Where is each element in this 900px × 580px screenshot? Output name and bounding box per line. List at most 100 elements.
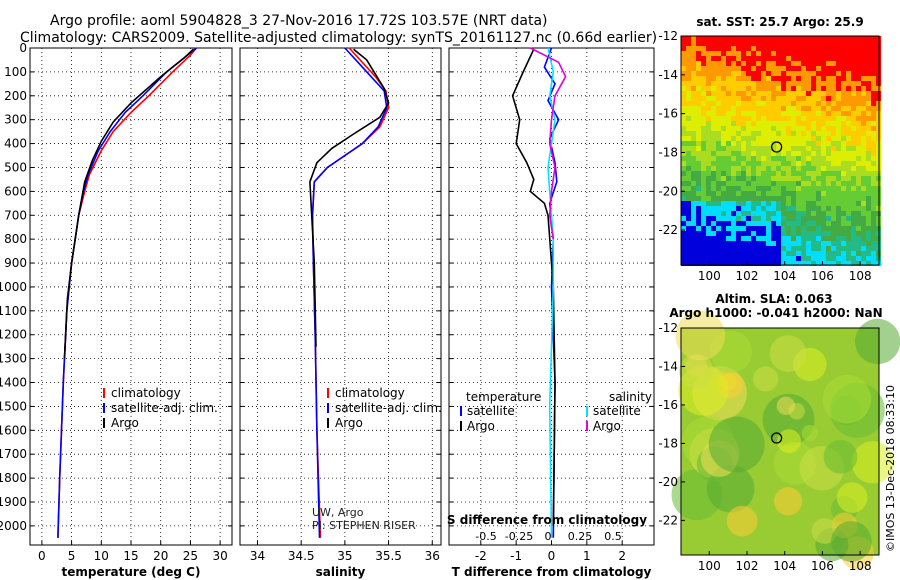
legend-label: satellite: [467, 404, 515, 418]
legend-label: satellite-adj. clim.: [111, 401, 218, 415]
imos-credit: ©IMOS 13-Dec-2018 08:33:10: [884, 385, 897, 552]
map-x-tick-label: 106: [811, 269, 834, 283]
argo-position-marker: [770, 141, 783, 153]
y-tick-label: 800: [4, 232, 27, 246]
legend-title-salinity: salinity: [609, 390, 652, 404]
y-tick-label: 900: [4, 256, 27, 270]
y-tick-label: 1600: [0, 423, 27, 437]
sla-map-subtitle: Argo h1000: -0.041 h2000: NaN: [669, 306, 882, 320]
argo-position-marker: [770, 432, 783, 444]
legend-label: Argo: [467, 419, 495, 433]
x-tick-label: -2: [475, 549, 487, 563]
x-tick-label: 25: [183, 549, 198, 563]
map-x-tick-label: 102: [736, 269, 759, 283]
legend-label: Argo: [111, 416, 139, 430]
x-tick-label: 34: [250, 549, 265, 563]
figure-title-line1: Argo profile: aoml 5904828_3 27-Nov-2016…: [50, 13, 548, 29]
secondary-x-tick-label: 0.25: [568, 530, 593, 543]
legend-label: Argo: [335, 416, 363, 430]
map-y-tick-label: -18: [658, 436, 678, 450]
legend-label: Argo: [593, 419, 621, 433]
x-tick-label: 35.5: [375, 549, 402, 563]
x-tick-label: 30: [212, 549, 227, 563]
sst-map-title: sat. SST: 25.7 Argo: 25.9: [696, 15, 863, 29]
map-x-tick-label: 104: [773, 269, 796, 283]
x-axis-label: T difference from climatology: [452, 565, 652, 579]
x-tick-label: 0: [38, 549, 46, 563]
map-frame: [680, 35, 880, 266]
x-tick-label: 34.5: [288, 549, 315, 563]
panel-frame: [239, 47, 442, 546]
y-tick-label: 600: [4, 184, 27, 198]
x-tick-label: 5: [68, 549, 76, 563]
secondary-x-axis-label: S difference from climatology: [447, 513, 647, 527]
map-y-tick-label: -16: [658, 107, 678, 121]
map-frame: [680, 327, 880, 556]
series-line-argo: [63, 48, 194, 359]
y-tick-label: 1000: [0, 280, 27, 294]
x-tick-label: 10: [94, 549, 109, 563]
x-tick-label: 20: [153, 549, 168, 563]
y-tick-label: 0: [19, 41, 27, 55]
map-x-tick-label: 108: [849, 269, 872, 283]
x-tick-label: 0: [548, 549, 556, 563]
figure-title-line2: Climatology: CARS2009. Satellite-adjuste…: [20, 30, 658, 46]
map-y-tick-label: -14: [658, 359, 678, 373]
legend-label: climatology: [111, 386, 181, 400]
map-x-tick-label: 108: [849, 559, 872, 573]
map-x-tick-label: 102: [736, 559, 759, 573]
x-tick-label: 1: [583, 549, 591, 563]
pi-annotation: UW, Argo: [312, 506, 364, 519]
legend-title-temperature: temperature: [466, 390, 541, 404]
sla-map: 100 102 104 106 108 -12 -14 -16 -18 -20 -22: [658, 310, 900, 573]
map-y-tick-label: -22: [658, 223, 678, 237]
legend-label: satellite: [593, 404, 641, 418]
y-tick-label: 100: [4, 65, 27, 79]
x-axis-label: temperature (deg C): [62, 565, 201, 579]
series-line-s-argo: [529, 47, 567, 240]
y-tick-label: 200: [4, 89, 27, 103]
y-tick-label: 1400: [0, 376, 27, 390]
secondary-x-tick-label: -0.25: [505, 530, 533, 543]
secondary-x-tick-label: -0.5: [475, 530, 496, 543]
series-line-s-satellite: [547, 47, 556, 538]
map-y-tick-label: -12: [658, 29, 678, 43]
legend-label: climatology: [335, 386, 405, 400]
y-tick-label: 400: [4, 137, 27, 151]
x-tick-label: -1: [510, 549, 522, 563]
y-tick-label: 1500: [0, 399, 27, 413]
x-tick-label: 36: [425, 549, 440, 563]
map-y-tick-label: -14: [658, 68, 678, 82]
y-tick-label: 2000: [0, 519, 27, 533]
y-tick-label: 1900: [0, 495, 27, 509]
x-axis-label: salinity: [316, 565, 366, 579]
series-line-t-satellite: [543, 47, 560, 538]
map-y-tick-label: -20: [658, 184, 678, 198]
y-tick-label: 1800: [0, 471, 27, 485]
map-y-tick-label: -20: [658, 475, 678, 489]
sst-map: 100 102 104 106 108 -12 -14 -16 -18 -20 -22: [658, 29, 881, 283]
map-x-tick-label: 100: [698, 559, 721, 573]
y-tick-label: 700: [4, 208, 27, 222]
map-x-tick-label: 100: [698, 269, 721, 283]
map-y-tick-label: -12: [658, 321, 678, 335]
series-line-argo: [309, 48, 390, 347]
y-tick-label: 1300: [0, 352, 27, 366]
map-x-tick-label: 106: [811, 559, 834, 573]
pi-annotation: PI: STEPHEN RISER: [312, 519, 416, 532]
map-y-tick-label: -22: [658, 513, 678, 527]
profile-panel-1: 0 5 10 15 20 25 30 temperature (deg C): [29, 47, 233, 579]
y-tick-label: 500: [4, 160, 27, 174]
legend-label: satellite-adj. clim.: [335, 401, 442, 415]
x-tick-label: 2: [618, 549, 626, 563]
y-tick-label: 300: [4, 113, 27, 127]
secondary-x-tick-label: 0.5: [604, 530, 622, 543]
y-tick-label: 1200: [0, 328, 27, 342]
profile-panel-2: 34 34.5 35 35.5 36 salinity: [239, 47, 442, 579]
y-tick-label: 1100: [0, 304, 27, 318]
map-x-tick-label: 104: [773, 559, 796, 573]
map-y-tick-label: -18: [658, 145, 678, 159]
profile-panel-3: -2 -1 0 1 2 T difference from climatology: [448, 47, 655, 579]
x-tick-label: 15: [123, 549, 138, 563]
